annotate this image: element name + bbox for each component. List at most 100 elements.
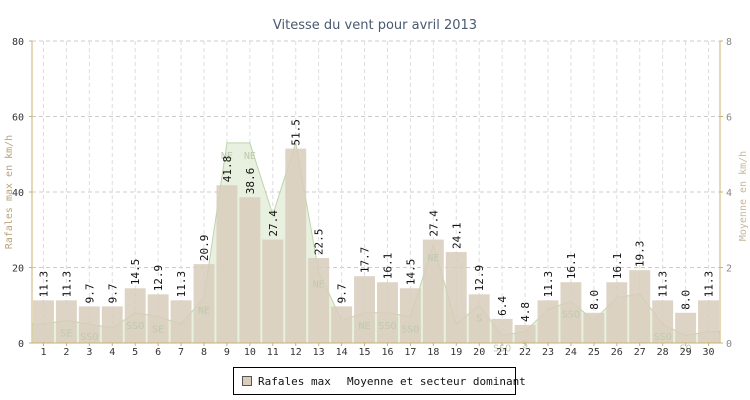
value-label-day-22: 4.8 xyxy=(519,302,532,322)
x-tick-label-day-30: 30 xyxy=(703,347,715,358)
value-label-day-14: 9.7 xyxy=(336,284,349,304)
y2-tick-label: 4 xyxy=(726,188,732,199)
sector-label-day-24: SSO xyxy=(562,309,580,320)
x-tick-label-day-27: 27 xyxy=(634,347,646,358)
y2-tick-label: 2 xyxy=(726,264,732,275)
bar-day-28 xyxy=(652,300,674,343)
x-tick-label-day-25: 25 xyxy=(588,347,600,358)
value-label-day-7: 11.3 xyxy=(175,271,188,298)
x-tick-label-day-23: 23 xyxy=(542,347,554,358)
value-label-day-21: 6.4 xyxy=(496,296,509,316)
sector-label-day-9: NE xyxy=(221,151,233,162)
y-tick-label: 40 xyxy=(12,188,24,199)
bar-day-4 xyxy=(101,306,123,343)
sector-label-day-13: NE xyxy=(313,279,325,290)
value-label-day-2: 11.3 xyxy=(60,271,73,298)
bar-day-14 xyxy=(331,306,353,343)
value-label-day-15: 17.7 xyxy=(359,247,372,274)
chart-title: Vitesse du vent pour avril 2013 xyxy=(273,18,477,33)
bar-day-23 xyxy=(537,300,559,343)
x-tick-label-day-9: 9 xyxy=(224,347,230,358)
bar-day-1 xyxy=(33,300,54,343)
value-label-day-25: 8.0 xyxy=(588,290,601,310)
value-label-day-5: 14.5 xyxy=(129,259,142,286)
value-label-day-29: 8.0 xyxy=(680,290,693,310)
x-tick-label-day-6: 6 xyxy=(155,347,161,358)
value-label-day-10: 38.6 xyxy=(244,168,257,195)
legend-label-gusts: Rafales max xyxy=(258,375,331,388)
sector-label-day-16: SSO xyxy=(378,321,396,332)
sector-label-day-18: NE xyxy=(427,253,439,264)
x-tick-label-day-3: 3 xyxy=(86,347,92,358)
y2-axis-label: Moyenne en km/h xyxy=(738,151,749,241)
bar-day-12 xyxy=(285,148,307,343)
value-label-day-26: 16.1 xyxy=(611,253,624,280)
value-label-day-27: 19.3 xyxy=(634,241,647,268)
x-tick-label-day-28: 28 xyxy=(657,347,669,358)
bar-day-6 xyxy=(147,294,169,343)
value-label-day-12: 51.5 xyxy=(290,119,303,146)
sector-label-day-28: SSO xyxy=(654,332,672,343)
x-tick-label-day-19: 19 xyxy=(450,347,462,358)
sector-label-day-29: SO xyxy=(680,343,692,354)
value-label-day-13: 22.5 xyxy=(313,229,326,256)
x-tick-label-day-13: 13 xyxy=(313,347,325,358)
y2-tick-label: 0 xyxy=(726,339,732,350)
x-tick-label-day-8: 8 xyxy=(201,347,207,358)
x-tick-label-day-15: 15 xyxy=(359,347,371,358)
y-tick-label: 0 xyxy=(18,339,24,350)
bars xyxy=(33,148,719,343)
sector-label-day-15: NE xyxy=(359,321,371,332)
x-tick-label-day-29: 29 xyxy=(680,347,692,358)
bar-day-25 xyxy=(583,312,605,343)
bar-day-18 xyxy=(422,239,444,343)
x-tick-label-day-2: 2 xyxy=(63,347,69,358)
bar-day-16 xyxy=(377,282,398,343)
value-label-day-28: 11.3 xyxy=(657,271,670,298)
value-label-day-19: 24.1 xyxy=(450,223,463,250)
value-label-day-3: 9.7 xyxy=(83,284,96,304)
sector-label-day-2: SE xyxy=(60,328,72,339)
x-tick-label-day-20: 20 xyxy=(473,347,485,358)
x-tick-label-day-14: 14 xyxy=(336,347,348,358)
y-tick-label: 20 xyxy=(12,264,24,275)
value-label-day-1: 11.3 xyxy=(37,271,50,298)
value-label-day-9: 41.8 xyxy=(221,156,234,183)
sector-label-day-20: S xyxy=(476,313,482,324)
bar-day-9 xyxy=(216,185,238,343)
value-label-day-30: 11.3 xyxy=(703,271,716,298)
y-tick-label: 80 xyxy=(12,37,24,48)
x-tick-label-day-16: 16 xyxy=(381,347,393,358)
value-label-day-23: 11.3 xyxy=(542,271,555,298)
x-tick-label-day-5: 5 xyxy=(132,347,138,358)
grid xyxy=(32,40,720,343)
bar-day-21 xyxy=(491,318,513,343)
value-label-day-8: 20.9 xyxy=(198,235,211,262)
value-label-day-24: 16.1 xyxy=(565,253,578,280)
legend: Rafales max Moyenne et secteur dominant xyxy=(233,367,526,395)
bar-day-20 xyxy=(468,294,490,343)
bar-day-19 xyxy=(445,252,467,343)
y-tick-label: 60 xyxy=(12,113,24,124)
bar-day-7 xyxy=(170,300,192,343)
bar-day-17 xyxy=(399,288,421,343)
value-label-day-6: 12.9 xyxy=(152,265,165,292)
x-tick-label-day-10: 10 xyxy=(244,347,256,358)
sector-label-day-3: SSO xyxy=(80,332,98,343)
bar-day-30 xyxy=(698,300,719,343)
bar-day-5 xyxy=(124,288,146,343)
legend-swatch-gusts xyxy=(242,376,252,386)
x-tick-label-day-7: 7 xyxy=(178,347,184,358)
x-tick-label-day-18: 18 xyxy=(427,347,439,358)
value-label-day-18: 27.4 xyxy=(427,210,440,237)
legend-label-mean: Moyenne et secteur dominant xyxy=(347,375,526,388)
sector-label-day-17: SSO xyxy=(401,325,419,336)
value-label-day-16: 16.1 xyxy=(381,253,394,280)
bar-day-13 xyxy=(308,258,330,343)
bar-day-29 xyxy=(675,312,697,343)
y-axis-label: Rafales max en km/h xyxy=(4,135,15,249)
value-label-day-17: 14.5 xyxy=(404,259,417,286)
x-tick-label-day-17: 17 xyxy=(404,347,416,358)
